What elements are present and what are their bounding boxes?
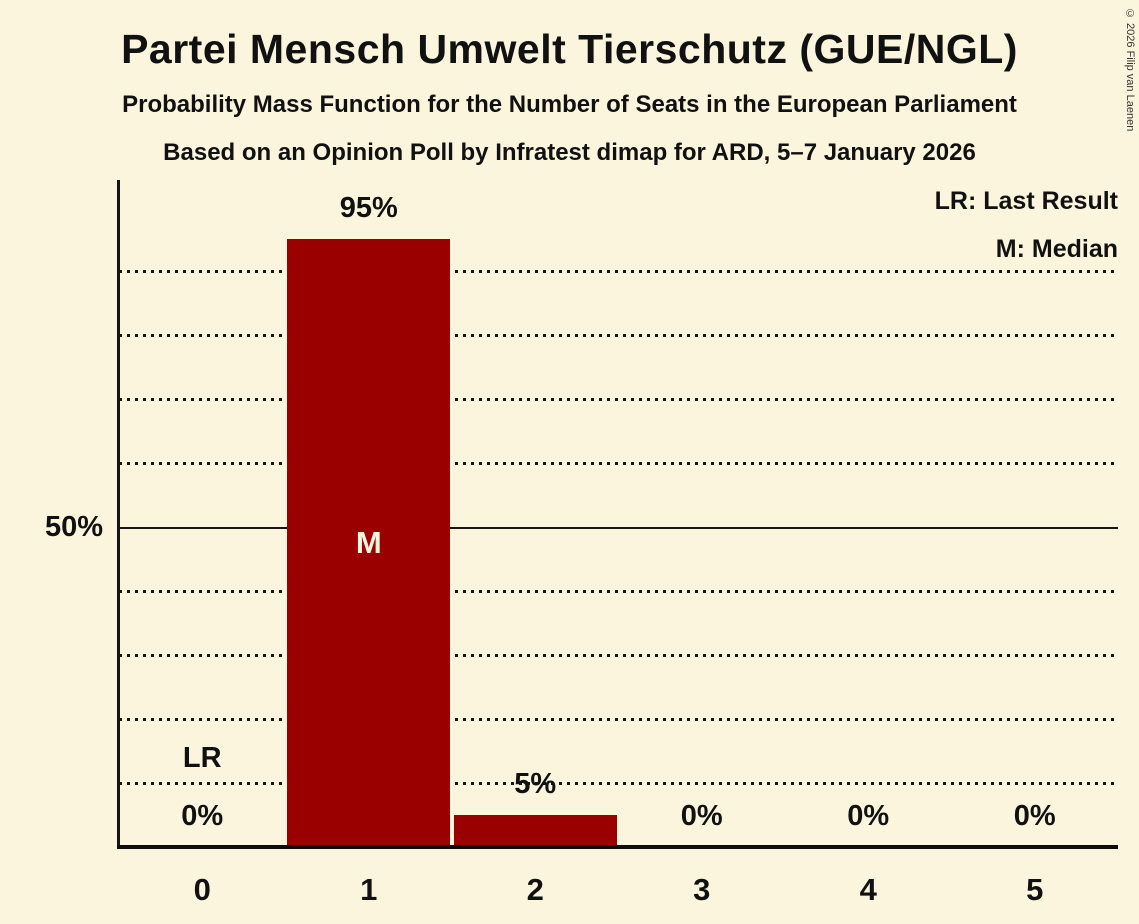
y-gridline-dotted — [119, 333, 1118, 337]
y-axis-line — [117, 180, 120, 849]
x-tick-label: 5 — [1026, 872, 1044, 907]
y-gridline-dotted — [119, 653, 1118, 657]
x-tick-label: 1 — [360, 872, 378, 907]
x-axis-labels: 0 1 2 3 4 5 — [119, 870, 1118, 914]
bar-value-label: 0% — [1013, 800, 1056, 832]
chart-subtitle: Probability Mass Function for the Number… — [122, 91, 1017, 118]
x-tick-label: 0 — [193, 872, 211, 907]
bar-value-label: 95% — [339, 192, 398, 224]
y-gridline-solid — [119, 526, 1118, 529]
bar-seats-1 — [287, 239, 451, 847]
y-gridline-dotted — [119, 717, 1118, 721]
chart-legend: LR: Last Result M: Median — [935, 177, 1118, 273]
x-axis-line — [117, 845, 1118, 849]
x-tick-label: 4 — [859, 872, 877, 907]
chart-source-line: Based on an Opinion Poll by Infratest di… — [163, 139, 976, 166]
plot-area: 0% 95% 5% 0% 0% 0% LR M — [119, 180, 1118, 847]
x-tick-label: 2 — [526, 872, 544, 907]
y-gridline-dotted — [119, 461, 1118, 465]
bar-value-label: 0% — [847, 800, 890, 832]
legend-last-result: LR: Last Result — [934, 187, 1118, 215]
y-gridline-dotted — [119, 397, 1118, 401]
bar-value-label: 5% — [514, 768, 557, 800]
y-gridline-dotted — [119, 781, 1118, 785]
last-result-marker: LR — [182, 742, 222, 774]
copyright-text: © 2026 Filip van Laenen — [1124, 8, 1136, 132]
y-axis-tick-label: 50% — [44, 511, 103, 543]
bar-seats-2 — [453, 815, 617, 847]
bar-value-label: 0% — [680, 800, 723, 832]
median-marker: M — [355, 525, 382, 560]
bar-value-label: 0% — [181, 800, 224, 832]
x-tick-label: 3 — [693, 872, 711, 907]
y-gridline-dotted — [119, 589, 1118, 593]
chart-title: Partei Mensch Umwelt Tierschutz (GUE/NGL… — [121, 26, 1018, 72]
y-gridline-dotted — [119, 269, 1118, 273]
legend-median: M: Median — [995, 235, 1118, 263]
